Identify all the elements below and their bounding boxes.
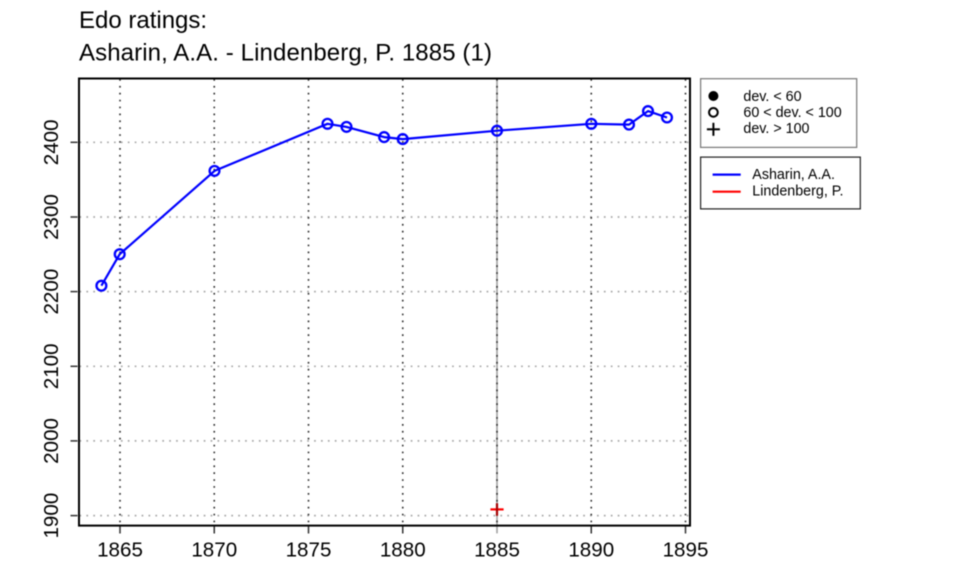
svg-text:Lindenberg, P.: Lindenberg, P. [752,184,843,200]
svg-text:2100: 2100 [40,343,63,389]
svg-text:60 < dev. < 100: 60 < dev. < 100 [743,105,841,121]
svg-text:2300: 2300 [40,194,63,240]
svg-text:Asharin, A.A.: Asharin, A.A. [752,167,835,183]
svg-text:1865: 1865 [97,539,143,562]
svg-text:1880: 1880 [380,539,426,562]
svg-text:2200: 2200 [40,269,63,315]
svg-text:1870: 1870 [191,539,237,562]
svg-text:1885: 1885 [474,539,520,562]
svg-text:1900: 1900 [40,493,63,539]
svg-text:2000: 2000 [40,418,63,464]
svg-text:dev. > 100: dev. > 100 [743,121,809,137]
svg-text:1895: 1895 [663,539,709,562]
svg-text:1890: 1890 [568,539,614,562]
svg-text:1875: 1875 [286,539,332,562]
svg-text:Asharin, A.A. - Lindenberg, P.: Asharin, A.A. - Lindenberg, P. 1885 (1) [79,39,492,66]
svg-text:dev. < 60: dev. < 60 [743,89,801,105]
svg-text:2400: 2400 [40,119,63,165]
svg-text:Edo ratings:: Edo ratings: [79,7,207,34]
